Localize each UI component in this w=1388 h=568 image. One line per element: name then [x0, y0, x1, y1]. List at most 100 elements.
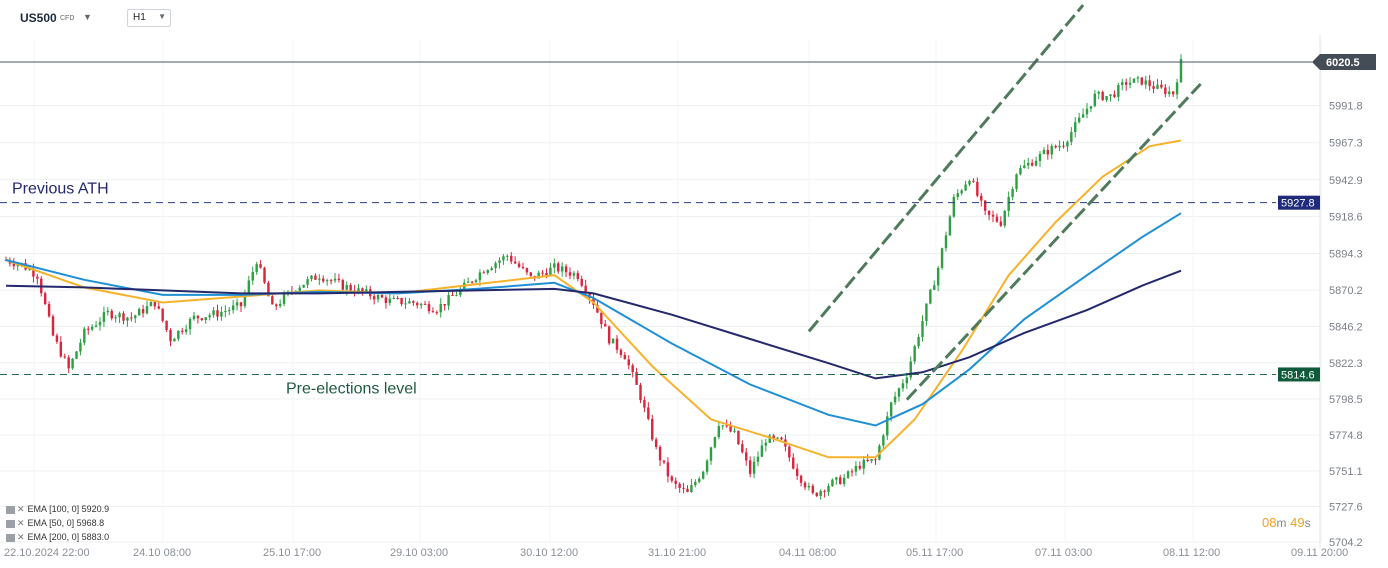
candle-body[interactable]: [263, 267, 266, 283]
candle-body[interactable]: [576, 273, 580, 279]
candle-body[interactable]: [169, 329, 172, 342]
candle-body[interactable]: [392, 297, 395, 299]
candle-body[interactable]: [1105, 96, 1108, 101]
candle-body[interactable]: [1011, 189, 1014, 197]
candle-body[interactable]: [964, 184, 967, 191]
candle-body[interactable]: [310, 275, 313, 280]
candle-body[interactable]: [165, 320, 168, 330]
candle-body[interactable]: [388, 298, 392, 304]
candle-body[interactable]: [823, 490, 826, 492]
candle-body[interactable]: [886, 416, 889, 436]
candle-body[interactable]: [1054, 145, 1057, 148]
candle-body[interactable]: [1019, 167, 1022, 175]
candle-body[interactable]: [83, 328, 86, 343]
candle-body[interactable]: [141, 309, 145, 314]
candle-body[interactable]: [298, 287, 301, 292]
candle-body[interactable]: [47, 304, 51, 317]
candle-body[interactable]: [102, 312, 106, 322]
candle-body[interactable]: [995, 216, 999, 222]
candle-body[interactable]: [1066, 141, 1069, 147]
candle-body[interactable]: [494, 263, 497, 269]
ema-line[interactable]: [5, 269, 1182, 380]
candle-body[interactable]: [161, 308, 164, 321]
candle-body[interactable]: [439, 304, 442, 313]
candle-body[interactable]: [1023, 165, 1026, 168]
candle-body[interactable]: [1101, 91, 1104, 101]
candle-body[interactable]: [1144, 80, 1147, 85]
candle-body[interactable]: [741, 444, 744, 453]
candle-body[interactable]: [799, 475, 803, 483]
candle-body[interactable]: [1007, 196, 1010, 211]
candle-body[interactable]: [435, 312, 439, 314]
candle-body[interactable]: [63, 356, 66, 358]
candle-body[interactable]: [231, 305, 235, 311]
candle-body[interactable]: [600, 312, 603, 325]
candle-body[interactable]: [944, 235, 948, 249]
candle-body[interactable]: [412, 301, 415, 303]
candle-body[interactable]: [686, 488, 689, 493]
candle-body[interactable]: [427, 304, 431, 312]
candle-body[interactable]: [682, 487, 685, 489]
candle-body[interactable]: [678, 483, 681, 488]
candle-body[interactable]: [506, 255, 509, 257]
candle-body[interactable]: [713, 437, 717, 448]
candle-body[interactable]: [361, 288, 364, 292]
candle-body[interactable]: [1030, 162, 1034, 166]
candle-body[interactable]: [55, 335, 59, 342]
candle-body[interactable]: [858, 465, 862, 469]
candle-body[interactable]: [976, 181, 979, 196]
candle-body[interactable]: [1124, 82, 1128, 85]
candle-body[interactable]: [940, 248, 944, 268]
candle-body[interactable]: [1081, 114, 1085, 118]
candle-body[interactable]: [917, 337, 920, 347]
candle-body[interactable]: [748, 460, 752, 474]
candle-body[interactable]: [1062, 145, 1065, 147]
candle-body[interactable]: [1046, 149, 1050, 155]
candle-body[interactable]: [341, 280, 345, 290]
candle-body[interactable]: [647, 407, 650, 419]
candle-body[interactable]: [302, 284, 305, 288]
timeframe-select[interactable]: H1 ▼: [127, 9, 171, 27]
candle-body[interactable]: [866, 459, 869, 462]
candle-body[interactable]: [862, 459, 865, 469]
candle-body[interactable]: [267, 282, 270, 297]
candle-body[interactable]: [709, 447, 713, 461]
candle-body[interactable]: [255, 264, 258, 272]
candle-body[interactable]: [1168, 91, 1171, 95]
candle-body[interactable]: [380, 295, 384, 298]
candle-body[interactable]: [384, 297, 388, 304]
candle-body[interactable]: [376, 295, 380, 300]
candle-body[interactable]: [71, 358, 74, 369]
candle-body[interactable]: [470, 281, 474, 283]
candle-body[interactable]: [1070, 132, 1073, 142]
candle-body[interactable]: [1179, 59, 1183, 83]
candle-body[interactable]: [114, 317, 117, 319]
candle-body[interactable]: [130, 317, 133, 319]
candle-body[interactable]: [423, 303, 427, 305]
candle-body[interactable]: [196, 315, 200, 319]
candle-body[interactable]: [482, 272, 486, 274]
candle-body[interactable]: [1003, 210, 1006, 226]
indicator-settings-icon[interactable]: [6, 505, 15, 514]
candle-body[interactable]: [447, 294, 450, 306]
candle-body[interactable]: [733, 430, 736, 432]
candle-body[interactable]: [235, 302, 239, 306]
candle-body[interactable]: [318, 278, 321, 280]
candle-body[interactable]: [854, 465, 858, 472]
candle-body[interactable]: [1050, 145, 1053, 155]
candle-body[interactable]: [811, 485, 815, 493]
candle-body[interactable]: [815, 492, 818, 497]
candle-body[interactable]: [349, 285, 352, 291]
candle-body[interactable]: [490, 268, 493, 271]
candle-body[interactable]: [850, 471, 854, 473]
candle-body[interactable]: [110, 310, 113, 319]
candle-body[interactable]: [1109, 94, 1112, 97]
candle-body[interactable]: [224, 311, 227, 313]
candle-body[interactable]: [549, 267, 552, 276]
candle-body[interactable]: [59, 341, 63, 357]
candle-body[interactable]: [200, 318, 204, 320]
candle-body[interactable]: [694, 481, 697, 486]
candle-body[interactable]: [94, 325, 98, 327]
candle-body[interactable]: [795, 468, 799, 476]
candle-body[interactable]: [768, 435, 771, 443]
